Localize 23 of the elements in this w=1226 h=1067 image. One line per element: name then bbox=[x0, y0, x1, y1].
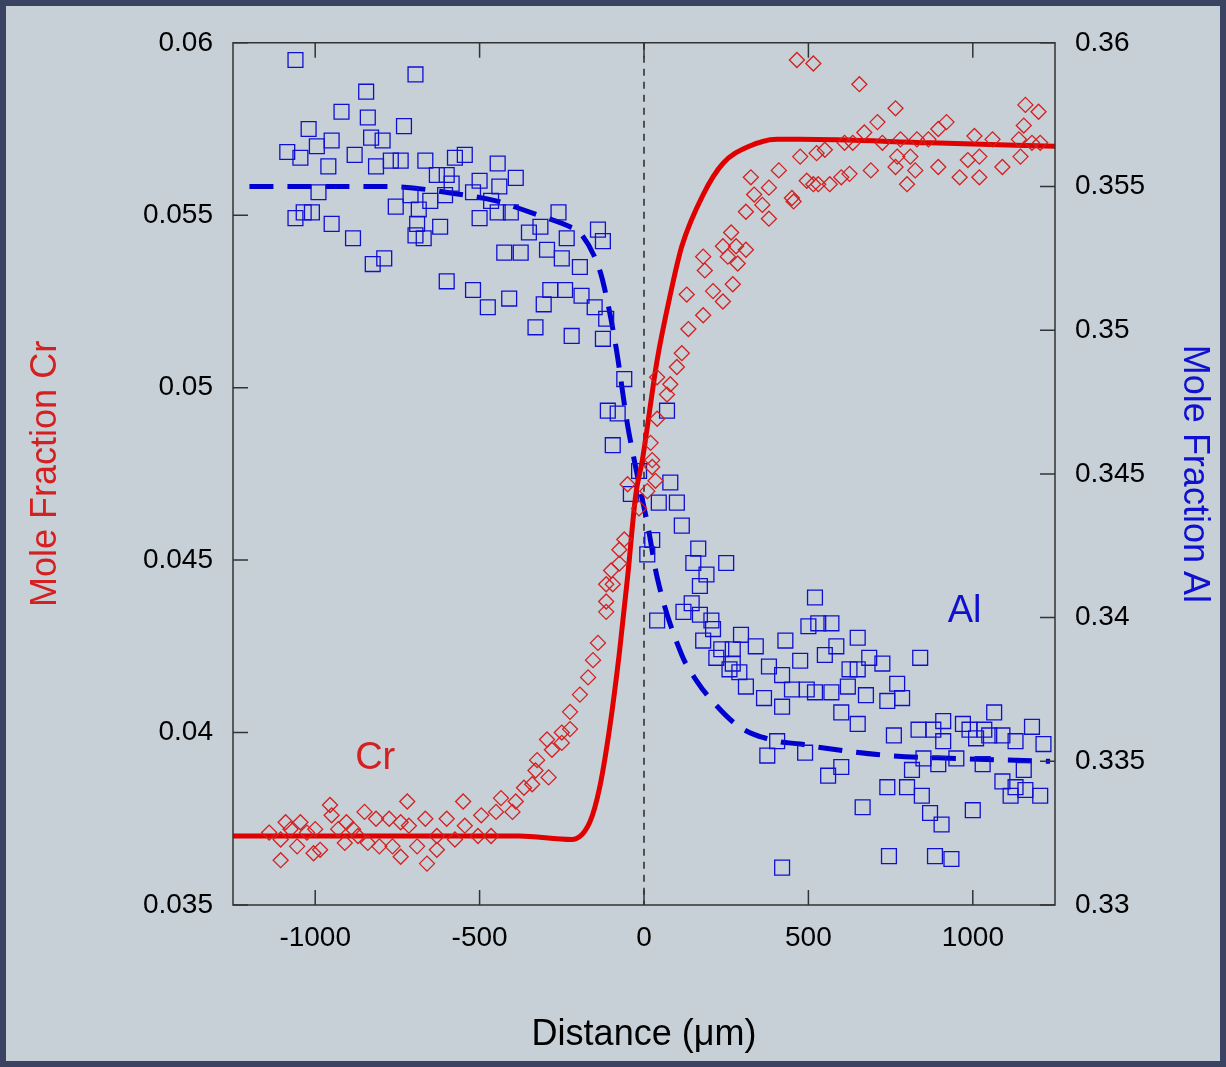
x-axis-title: Distance (μm) bbox=[531, 1012, 757, 1054]
y-tick-label: 0.035 bbox=[142, 887, 213, 919]
x-tick-label: 1000 bbox=[941, 920, 1004, 952]
y-axis-title: Mole Fraction Cr bbox=[22, 340, 64, 607]
annotation: Al bbox=[947, 588, 982, 631]
y-tick-label: 0.04 bbox=[158, 715, 213, 747]
y-tick-label: 0.06 bbox=[158, 25, 213, 57]
y-tick-label: 0.045 bbox=[142, 542, 213, 574]
y-tick-label: 0.055 bbox=[142, 197, 213, 229]
y2-tick-label: 0.355 bbox=[1075, 169, 1146, 201]
y2-axis-title: Mole Fraction Al bbox=[1176, 344, 1218, 603]
y2-tick-label: 0.35 bbox=[1075, 312, 1130, 344]
y2-tick-label: 0.335 bbox=[1075, 744, 1146, 776]
y2-tick-label: 0.345 bbox=[1075, 456, 1146, 488]
x-tick-label: -1000 bbox=[279, 920, 352, 952]
annotation: Cr bbox=[355, 734, 396, 777]
y2-tick-label: 0.34 bbox=[1075, 600, 1130, 632]
y2-tick-label: 0.33 bbox=[1075, 887, 1130, 919]
x-tick-label: 0 bbox=[636, 920, 652, 952]
y-tick-label: 0.05 bbox=[158, 370, 213, 402]
y2-tick-label: 0.36 bbox=[1075, 25, 1130, 57]
x-tick-label: -500 bbox=[451, 920, 508, 952]
x-tick-label: 500 bbox=[785, 920, 832, 952]
